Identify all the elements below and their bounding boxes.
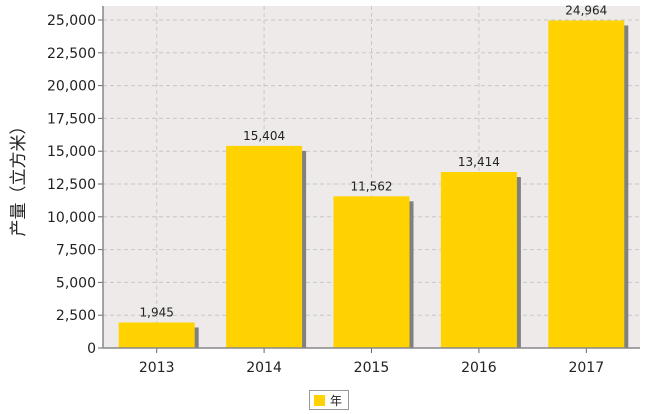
bars	[118, 20, 625, 348]
x-tick-label: 2013	[139, 360, 175, 376]
y-tick-label: 22,500	[47, 46, 96, 62]
x-tick-label: 2017	[568, 360, 604, 376]
bar-2017	[548, 20, 625, 348]
bar-2015	[333, 196, 410, 348]
data-label: 1,945	[140, 305, 174, 319]
y-tick-label: 2,500	[56, 308, 96, 324]
y-tick-labels: 0 2,500 5,000 7,500 10,000 12,500 15,000 17,500…	[47, 13, 103, 357]
data-label: 13,414	[458, 155, 500, 169]
legend-swatch	[314, 394, 325, 406]
legend-label: 年	[330, 393, 343, 408]
data-label: 24,964	[565, 3, 607, 17]
x-tick-label: 2014	[246, 360, 282, 376]
data-label: 11,562	[351, 179, 393, 193]
data-labels: 1,945 15,404 11,562 13,414 24,964	[140, 3, 608, 319]
data-label: 15,404	[243, 129, 285, 143]
y-axis-label: 产量（立方米）	[9, 118, 29, 237]
x-tick-label: 2016	[461, 360, 497, 376]
y-tick-label: 5,000	[56, 275, 96, 291]
bar-2016	[440, 172, 517, 348]
y-tick-label: 20,000	[47, 79, 96, 95]
x-tick-labels: 2013 2014 2015 2016 2017	[139, 348, 604, 376]
bar-2014	[226, 145, 303, 348]
y-tick-label: 10,000	[47, 210, 96, 226]
x-tick-label: 2015	[354, 360, 390, 376]
y-tick-label: 0	[87, 341, 96, 357]
bar-2013	[118, 322, 195, 348]
y-tick-label: 17,500	[47, 111, 96, 127]
y-tick-label: 15,000	[47, 144, 96, 160]
y-tick-label: 12,500	[47, 177, 96, 193]
legend: 年	[309, 390, 350, 410]
y-tick-label: 7,500	[56, 243, 96, 259]
y-tick-label: 25,000	[47, 13, 96, 29]
